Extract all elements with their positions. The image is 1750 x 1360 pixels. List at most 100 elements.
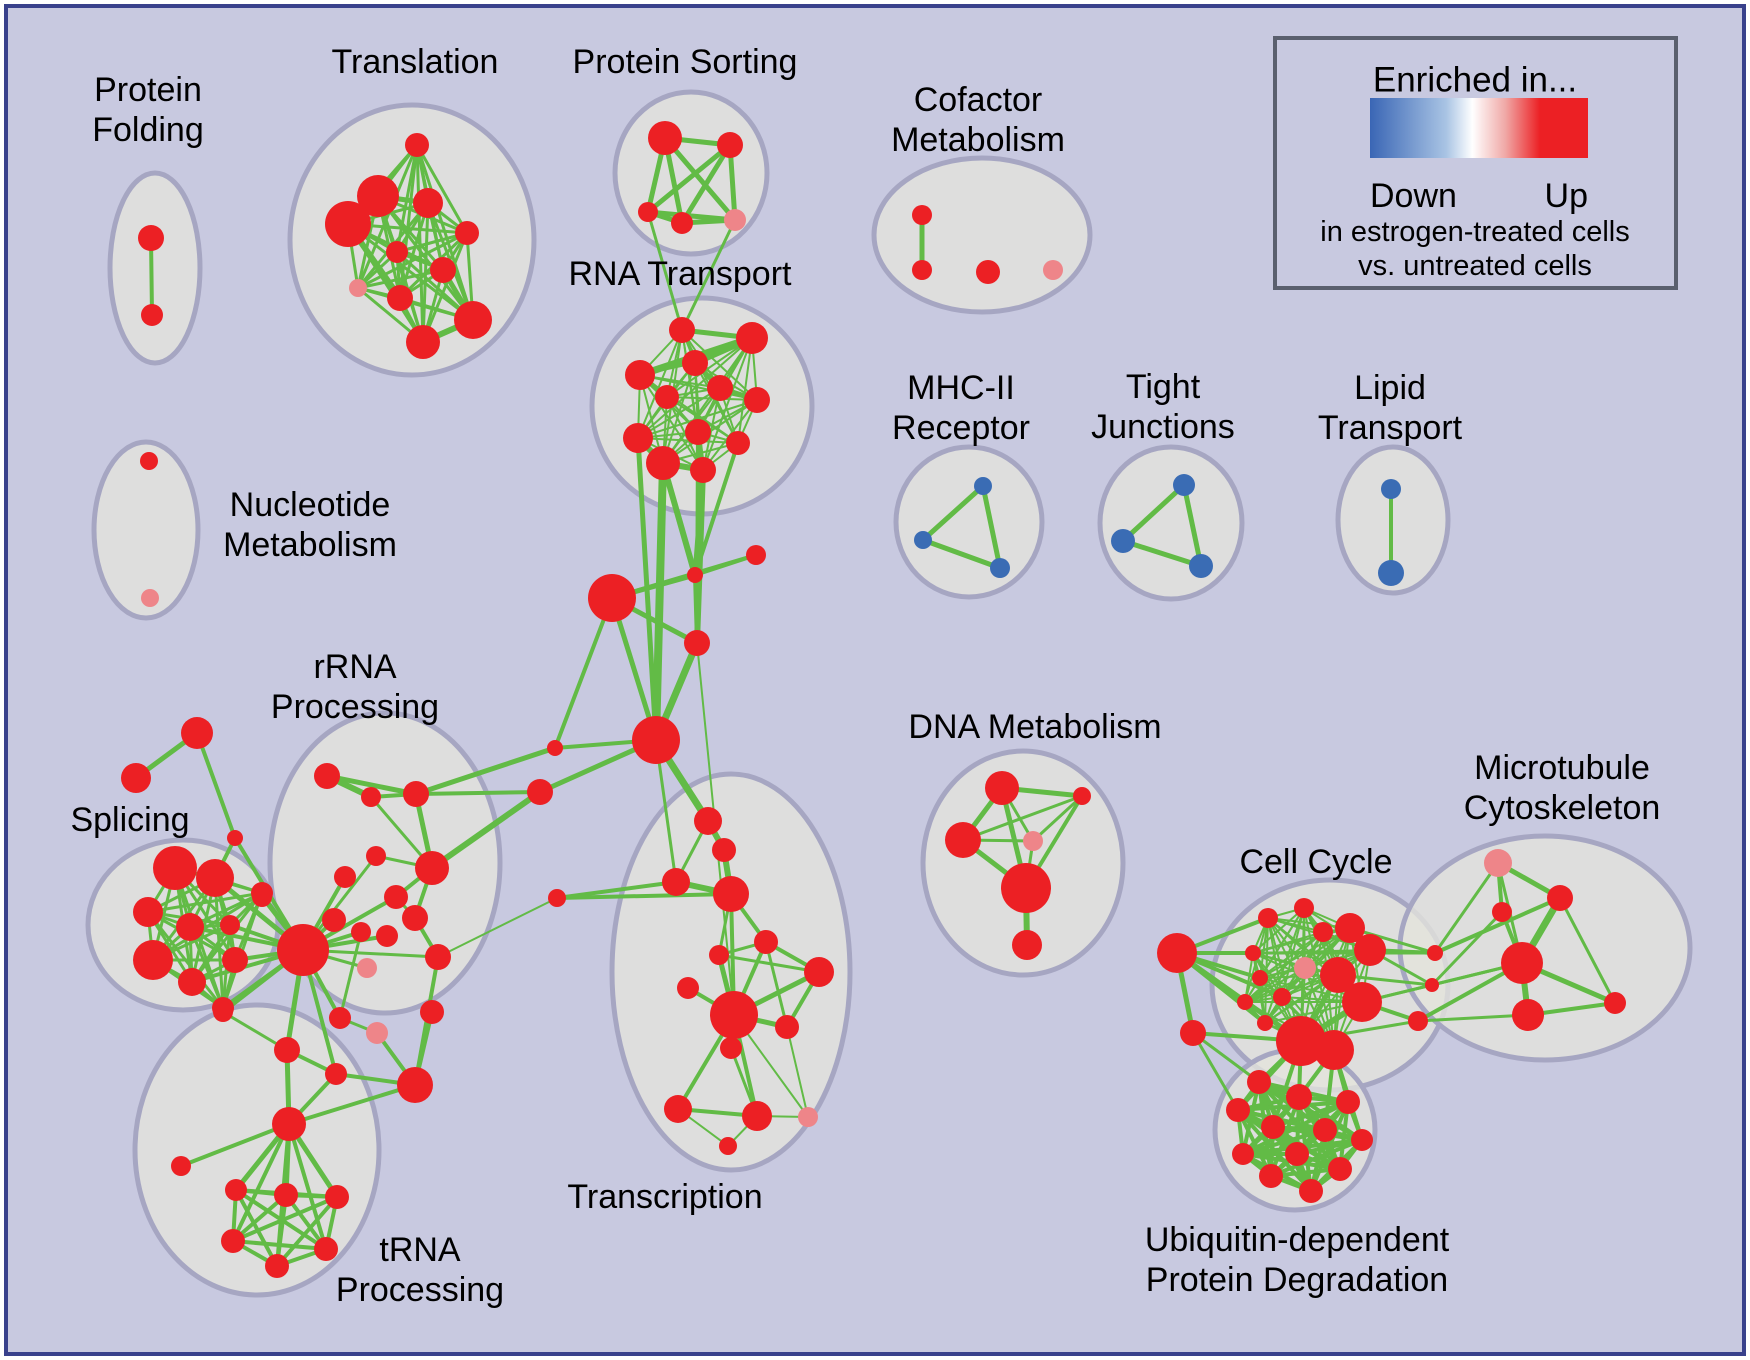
- node-r14[interactable]: [357, 958, 377, 978]
- node-t3[interactable]: [662, 868, 690, 896]
- node-rt11[interactable]: [646, 446, 680, 480]
- node-s7[interactable]: [178, 968, 206, 996]
- node-cc17[interactable]: [1314, 1030, 1354, 1070]
- node-f1[interactable]: [181, 717, 213, 749]
- node-r13[interactable]: [425, 944, 451, 970]
- node-tj2[interactable]: [1111, 529, 1135, 553]
- node-r9[interactable]: [351, 922, 371, 942]
- node-cf3[interactable]: [976, 260, 1000, 284]
- node-lp2[interactable]: [1378, 560, 1404, 586]
- node-u3[interactable]: [1336, 1090, 1360, 1114]
- node-u10[interactable]: [1328, 1157, 1352, 1181]
- node-s9[interactable]: [222, 947, 248, 973]
- node-r3[interactable]: [403, 781, 429, 807]
- node-u6[interactable]: [1313, 1118, 1337, 1142]
- node-cc8[interactable]: [1294, 957, 1316, 979]
- node-d2[interactable]: [1073, 787, 1091, 805]
- node-cf1[interactable]: [912, 205, 932, 225]
- node-s1[interactable]: [153, 846, 197, 890]
- node-l2[interactable]: [274, 1037, 300, 1063]
- node-cc14[interactable]: [1320, 957, 1356, 993]
- node-cc1[interactable]: [1157, 933, 1197, 973]
- node-d1[interactable]: [985, 771, 1019, 805]
- node-ps3[interactable]: [638, 202, 658, 222]
- node-tj1[interactable]: [1173, 474, 1195, 496]
- node-mc2[interactable]: [1547, 885, 1573, 911]
- node-tr4[interactable]: [221, 1229, 245, 1253]
- node-t14[interactable]: [798, 1107, 818, 1127]
- node-tri[interactable]: [171, 1156, 191, 1176]
- node-cc6[interactable]: [1335, 913, 1365, 943]
- node-cc12[interactable]: [1273, 988, 1291, 1006]
- node-cc13[interactable]: [1257, 1015, 1273, 1031]
- node-ps4[interactable]: [671, 212, 693, 234]
- node-cc3[interactable]: [1258, 908, 1278, 928]
- node-s6[interactable]: [133, 940, 173, 980]
- node-b3[interactable]: [1408, 1011, 1428, 1031]
- node-r6[interactable]: [415, 851, 449, 885]
- node-trh[interactable]: [272, 1107, 306, 1141]
- node-t4[interactable]: [713, 876, 749, 912]
- node-r1[interactable]: [314, 763, 340, 789]
- node-mh2[interactable]: [914, 531, 932, 549]
- node-mc3[interactable]: [1492, 902, 1512, 922]
- node-t2[interactable]: [712, 838, 736, 862]
- node-l5[interactable]: [420, 1000, 444, 1024]
- node-b2[interactable]: [1425, 978, 1439, 992]
- node-c2[interactable]: [527, 779, 553, 805]
- node-nm2[interactable]: [141, 589, 159, 607]
- node-r2[interactable]: [361, 787, 381, 807]
- node-m2[interactable]: [687, 567, 703, 583]
- node-r5[interactable]: [334, 866, 356, 888]
- node-mc1[interactable]: [1484, 849, 1512, 877]
- node-mh3[interactable]: [990, 558, 1010, 578]
- node-ps5[interactable]: [724, 209, 746, 231]
- node-u7[interactable]: [1351, 1129, 1373, 1151]
- node-tr1[interactable]: [225, 1179, 247, 1201]
- node-tl8[interactable]: [349, 279, 367, 297]
- node-t15[interactable]: [719, 1137, 737, 1155]
- node-mc4[interactable]: [1501, 942, 1543, 984]
- node-rt4[interactable]: [625, 360, 655, 390]
- node-rt8[interactable]: [685, 419, 711, 445]
- node-r8[interactable]: [322, 908, 346, 932]
- node-s2[interactable]: [196, 859, 234, 897]
- node-rt2[interactable]: [736, 322, 768, 354]
- node-m1[interactable]: [746, 545, 766, 565]
- node-rt3[interactable]: [682, 350, 708, 376]
- node-cc7[interactable]: [1354, 934, 1386, 966]
- node-c3[interactable]: [548, 889, 566, 907]
- node-u5[interactable]: [1261, 1115, 1285, 1139]
- node-tl5[interactable]: [455, 221, 479, 245]
- node-cc2[interactable]: [1180, 1020, 1206, 1046]
- node-l6[interactable]: [325, 1063, 347, 1085]
- node-r7[interactable]: [384, 885, 408, 909]
- node-m4[interactable]: [684, 630, 710, 656]
- node-t5[interactable]: [754, 930, 778, 954]
- node-t9[interactable]: [710, 991, 758, 1039]
- node-rt6[interactable]: [655, 385, 679, 409]
- node-m3[interactable]: [588, 574, 636, 622]
- node-l7[interactable]: [397, 1067, 433, 1103]
- node-tj3[interactable]: [1189, 554, 1213, 578]
- node-rt12[interactable]: [690, 457, 716, 483]
- node-cc15[interactable]: [1342, 982, 1382, 1022]
- node-cc11[interactable]: [1237, 994, 1253, 1010]
- node-u9[interactable]: [1285, 1142, 1309, 1166]
- node-s5[interactable]: [220, 915, 240, 935]
- node-f2[interactable]: [121, 763, 151, 793]
- node-tl6[interactable]: [386, 241, 408, 263]
- node-tl7[interactable]: [430, 257, 456, 283]
- node-t7[interactable]: [804, 957, 834, 987]
- node-cf4[interactable]: [1043, 260, 1063, 280]
- node-r12[interactable]: [277, 924, 329, 976]
- node-tl11[interactable]: [406, 325, 440, 359]
- node-tl1[interactable]: [405, 133, 429, 157]
- node-l1[interactable]: [213, 1002, 233, 1022]
- node-u4[interactable]: [1226, 1098, 1250, 1122]
- node-tl2[interactable]: [357, 175, 399, 217]
- node-c1[interactable]: [547, 740, 563, 756]
- node-cc5[interactable]: [1313, 922, 1333, 942]
- node-t11[interactable]: [720, 1037, 742, 1059]
- node-u2[interactable]: [1286, 1084, 1312, 1110]
